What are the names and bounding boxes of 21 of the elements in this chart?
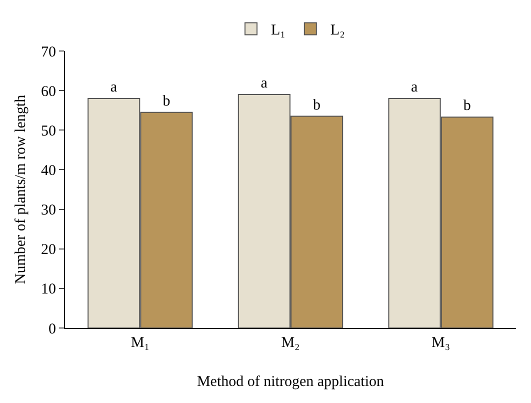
y-tick-label: 50 bbox=[41, 123, 56, 140]
data-label: a bbox=[110, 79, 118, 96]
data-label: b bbox=[162, 93, 170, 110]
x-tick-label: M₁ bbox=[130, 335, 150, 351]
legend-label: L₁ bbox=[271, 22, 286, 39]
data-label: b bbox=[313, 97, 321, 114]
x-axis-title: Method of nitrogen application bbox=[196, 374, 385, 390]
y-tick-label: 60 bbox=[41, 84, 56, 100]
y-tick-label: 10 bbox=[41, 282, 56, 298]
data-label: a bbox=[260, 76, 268, 92]
y-tick-label: 70 bbox=[41, 44, 56, 60]
y-tick-label: 40 bbox=[41, 162, 56, 179]
y-tick-label: 30 bbox=[41, 202, 56, 219]
x-tick-label: M₂ bbox=[281, 335, 300, 351]
y-axis-title: Number of plants/m row length bbox=[13, 94, 29, 284]
data-label: a bbox=[411, 79, 418, 96]
y-tick-label: 0 bbox=[48, 321, 56, 338]
data-label: b bbox=[463, 98, 471, 114]
legend-label: L₂ bbox=[330, 22, 345, 39]
x-tick-label: M₃ bbox=[432, 335, 450, 351]
y-tick-label: 20 bbox=[41, 242, 56, 258]
